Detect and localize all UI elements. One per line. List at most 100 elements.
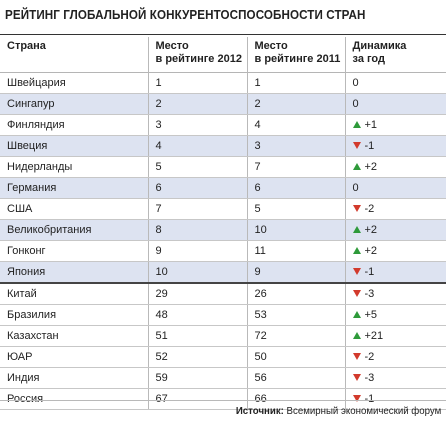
cell-change: +2: [344, 219, 446, 241]
cell-change: +2: [344, 156, 446, 178]
title-divider: [0, 34, 446, 35]
cell-rank-2012: 7: [147, 198, 247, 220]
table-header-row: Страна Место в рейтинге 2012 Место в рейти…: [0, 37, 446, 73]
cell-country: Великобритания: [0, 219, 148, 241]
cell-change: +21: [344, 325, 446, 347]
triangle-down-icon: [352, 267, 361, 275]
cell-rank-2011: 53: [246, 304, 345, 326]
cell-rank-2012: 8: [147, 219, 247, 241]
cell-rank-2011: 72: [246, 325, 345, 347]
cell-rank-2012: 51: [147, 325, 247, 347]
triangle-up-icon: [352, 225, 361, 233]
cell-country: Япония: [0, 261, 148, 284]
cell-rank-2011: 7: [246, 156, 345, 178]
table-row: Япония 10 9 -1: [0, 261, 446, 284]
triangle-down-icon: [352, 141, 361, 149]
change-value: +2: [364, 161, 378, 173]
cell-change: -1: [344, 261, 446, 284]
change-value: -3: [364, 288, 375, 300]
change-value: 0: [352, 182, 359, 194]
footer-divider: [0, 400, 446, 401]
table-row: Бразилия 48 53 +5: [0, 304, 446, 326]
table-row: Швеция 4 3 -1: [0, 135, 446, 157]
cell-rank-2012: 6: [147, 177, 247, 199]
ranking-table: Страна Место в рейтинге 2012 Место в рейти…: [0, 37, 446, 410]
header-rank-2012-line2: в рейтинге 2012: [155, 53, 242, 65]
header-country: Страна: [0, 37, 148, 73]
cell-rank-2012: 4: [147, 135, 247, 157]
table-row: США 7 5 -2: [0, 198, 446, 220]
cell-country: ЮАР: [0, 346, 148, 368]
cell-rank-2011: 66: [246, 388, 345, 410]
cell-country: Швейцария: [0, 72, 148, 94]
table-row: Китай 29 26 -3: [0, 282, 446, 305]
change-value: +5: [364, 309, 378, 321]
triangle-down-icon: [352, 352, 361, 360]
cell-change: +5: [344, 304, 446, 326]
cell-change: -1: [344, 135, 446, 157]
change-value: -1: [364, 140, 375, 152]
header-change: Динамика за год: [344, 37, 446, 73]
header-rank-2012-line1: Место: [155, 40, 189, 52]
cell-rank-2011: 1: [246, 72, 345, 94]
cell-country: Нидерланды: [0, 156, 148, 178]
cell-rank-2012: 1: [147, 72, 247, 94]
cell-rank-2012: 59: [147, 367, 247, 389]
triangle-down-icon: [352, 394, 361, 402]
cell-country: Швеция: [0, 135, 148, 157]
cell-rank-2011: 6: [246, 177, 345, 199]
cell-country: Бразилия: [0, 304, 148, 326]
cell-rank-2012: 29: [147, 282, 247, 305]
cell-change: -2: [344, 346, 446, 368]
change-value: -1: [364, 393, 375, 405]
header-rank-2012: Место в рейтинге 2012: [147, 37, 247, 73]
triangle-up-icon: [352, 331, 361, 339]
cell-country: Китай: [0, 282, 148, 305]
table-body: Швейцария 1 1 0 Сингапур 2 2 0 Финляндия…: [0, 72, 446, 410]
cell-rank-2011: 11: [246, 240, 345, 262]
table-row: Германия 6 6 0: [0, 177, 446, 199]
change-value: +21: [364, 330, 384, 342]
cell-rank-2011: 9: [246, 261, 345, 284]
triangle-down-icon: [352, 204, 361, 212]
cell-rank-2011: 4: [246, 114, 345, 136]
cell-rank-2012: 48: [147, 304, 247, 326]
cell-change: +1: [344, 114, 446, 136]
table-row: Нидерланды 5 7 +2: [0, 156, 446, 178]
table-row: Гонконг 9 11 +2: [0, 240, 446, 262]
cell-rank-2012: 10: [147, 261, 247, 284]
cell-change: -2: [344, 198, 446, 220]
cell-change: 0: [344, 177, 446, 199]
cell-change: 0: [344, 93, 446, 115]
header-rank-2011-line1: Место: [254, 40, 288, 52]
header-rank-2011-line2: в рейтинге 2011: [254, 53, 341, 65]
cell-rank-2012: 52: [147, 346, 247, 368]
change-value: -2: [364, 203, 375, 215]
source-text: Всемирный экономический форум: [286, 405, 441, 417]
header-rank-2011: Место в рейтинге 2011: [246, 37, 345, 73]
triangle-down-icon: [352, 373, 361, 381]
cell-rank-2011: 10: [246, 219, 345, 241]
header-change-line1: Динамика: [352, 40, 407, 52]
table-row: Великобритания 8 10 +2: [0, 219, 446, 241]
cell-change: -1: [344, 388, 446, 410]
cell-rank-2011: 5: [246, 198, 345, 220]
table-row: Казахстан 51 72 +21: [0, 325, 446, 347]
table-row: Сингапур 2 2 0: [0, 93, 446, 115]
change-value: 0: [352, 98, 359, 110]
header-change-line2: за год: [352, 53, 386, 65]
triangle-down-icon: [352, 289, 361, 297]
cell-country: США: [0, 198, 148, 220]
cell-country: Казахстан: [0, 325, 148, 347]
cell-rank-2011: 26: [246, 282, 345, 305]
cell-country: Сингапур: [0, 93, 148, 115]
table-row: ЮАР 52 50 -2: [0, 346, 446, 368]
cell-country: Гонконг: [0, 240, 148, 262]
cell-rank-2012: 3: [147, 114, 247, 136]
change-value: 0: [352, 77, 359, 89]
cell-change: -3: [344, 367, 446, 389]
change-value: -3: [364, 372, 375, 384]
cell-rank-2012: 5: [147, 156, 247, 178]
table-row: Россия 67 66 -1: [0, 388, 446, 410]
table-row: Финляндия 3 4 +1: [0, 114, 446, 136]
